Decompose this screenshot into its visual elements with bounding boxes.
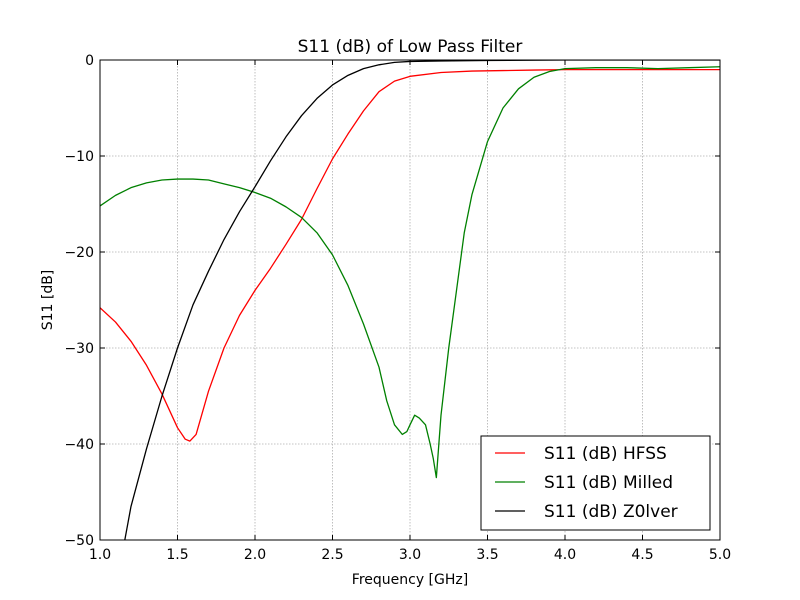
legend-box xyxy=(480,435,711,531)
y-tick-label: 0 xyxy=(85,53,94,69)
y-tick-label: −20 xyxy=(64,245,94,261)
legend-entries: S11 (dB) HFSS S11 (dB) Milled S11 (dB) Z0l… xyxy=(495,444,678,522)
legend-label-1: S11 (dB) HFSS xyxy=(544,444,667,464)
x-tick-label: 3.5 xyxy=(476,547,498,563)
series-line-1 xyxy=(100,68,720,442)
x-tick-label: 2.5 xyxy=(321,547,343,563)
x-axis-label: Frequency [GHz] xyxy=(352,572,468,588)
legend-label-2: S11 (dB) Milled xyxy=(544,473,673,493)
x-tick-label: 1.5 xyxy=(166,547,188,563)
y-tick-label: −30 xyxy=(64,341,94,357)
x-tick-label: 3.0 xyxy=(399,547,421,563)
legend: S11 (dB) HFSS S11 (dB) Milled S11 (dB) Z0l… xyxy=(480,435,711,531)
y-tick-label: −40 xyxy=(64,437,94,453)
y-tick-label: −10 xyxy=(64,149,94,165)
y-axis-label: S11 [dB] xyxy=(40,270,56,331)
x-tick-label: 2.0 xyxy=(244,547,266,563)
series-layer xyxy=(100,60,720,540)
x-tick-label: 5.0 xyxy=(709,547,731,563)
legend-label-3: S11 (dB) Z0lver xyxy=(544,502,678,522)
series-line-2 xyxy=(100,66,720,479)
y-tick-label: −50 xyxy=(64,533,94,549)
series-line-3 xyxy=(124,60,720,540)
tick-labels: 1.0 1.5 2.0 2.5 3.0 3.5 4.0 4.5 5.0 0 −10 −20 −30 −40… xyxy=(64,53,731,563)
x-tick-label: 4.0 xyxy=(554,547,576,563)
x-tick-label: 4.5 xyxy=(631,547,653,563)
x-tick-label: 1.0 xyxy=(89,547,111,563)
ticks xyxy=(99,59,721,541)
chart-title: S11 (dB) of Low Pass Filter xyxy=(298,37,523,57)
